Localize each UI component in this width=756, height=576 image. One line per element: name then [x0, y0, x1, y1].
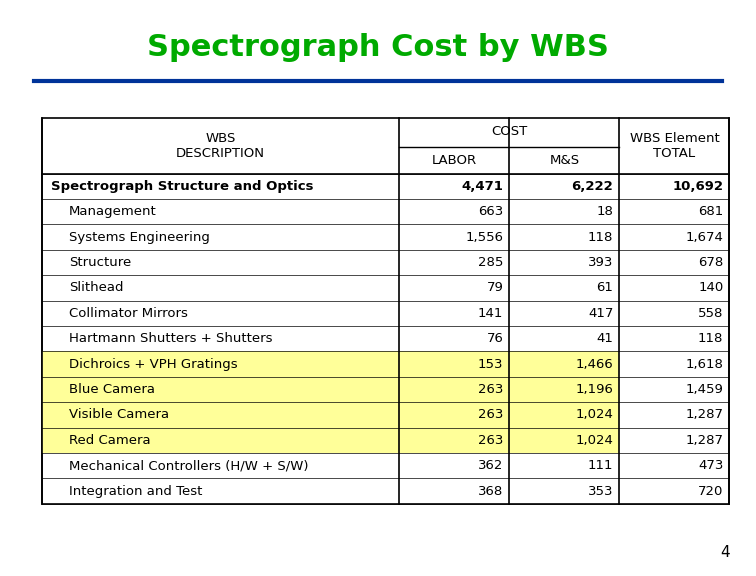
Text: 4: 4 — [720, 545, 730, 560]
Text: Dichroics + VPH Gratings: Dichroics + VPH Gratings — [70, 358, 238, 370]
Text: 6,222: 6,222 — [572, 180, 613, 193]
Text: Red Camera: Red Camera — [70, 434, 151, 447]
Bar — [42, 377, 619, 402]
Text: 417: 417 — [588, 307, 613, 320]
Text: Spectrograph Cost by WBS: Spectrograph Cost by WBS — [147, 33, 609, 62]
Text: 362: 362 — [478, 459, 503, 472]
Text: 1,674: 1,674 — [686, 230, 723, 244]
Text: 79: 79 — [486, 281, 503, 294]
Text: 1,024: 1,024 — [575, 434, 613, 447]
Text: 10,692: 10,692 — [672, 180, 723, 193]
Text: 1,196: 1,196 — [575, 383, 613, 396]
Text: 18: 18 — [596, 205, 613, 218]
Text: 1,618: 1,618 — [686, 358, 723, 370]
Text: 558: 558 — [698, 307, 723, 320]
Text: COST: COST — [491, 125, 528, 138]
Text: 4,471: 4,471 — [461, 180, 503, 193]
Text: Structure: Structure — [70, 256, 132, 269]
Text: LABOR: LABOR — [432, 154, 477, 167]
Text: 61: 61 — [596, 281, 613, 294]
Text: Slithead: Slithead — [70, 281, 124, 294]
Text: WBS
DESCRIPTION: WBS DESCRIPTION — [176, 132, 265, 160]
Text: Integration and Test: Integration and Test — [70, 484, 203, 498]
Text: Mechanical Controllers (H/W + S/W): Mechanical Controllers (H/W + S/W) — [70, 459, 308, 472]
Text: 140: 140 — [699, 281, 723, 294]
Text: Visible Camera: Visible Camera — [70, 408, 169, 421]
Text: Hartmann Shutters + Shutters: Hartmann Shutters + Shutters — [70, 332, 273, 345]
Text: 1,556: 1,556 — [465, 230, 503, 244]
Text: 1,287: 1,287 — [686, 434, 723, 447]
Text: 720: 720 — [698, 484, 723, 498]
Text: 118: 118 — [698, 332, 723, 345]
Text: 263: 263 — [478, 408, 503, 421]
Text: 473: 473 — [698, 459, 723, 472]
Text: 1,459: 1,459 — [686, 383, 723, 396]
Text: 118: 118 — [588, 230, 613, 244]
Text: 141: 141 — [478, 307, 503, 320]
Text: 1,024: 1,024 — [575, 408, 613, 421]
Text: 1,287: 1,287 — [686, 408, 723, 421]
Text: 1,466: 1,466 — [575, 358, 613, 370]
Text: Blue Camera: Blue Camera — [70, 383, 155, 396]
Text: 353: 353 — [588, 484, 613, 498]
Text: 111: 111 — [588, 459, 613, 472]
Text: 153: 153 — [478, 358, 503, 370]
Bar — [42, 427, 619, 453]
Text: 393: 393 — [588, 256, 613, 269]
Text: 678: 678 — [699, 256, 723, 269]
Bar — [42, 402, 619, 427]
Text: Systems Engineering: Systems Engineering — [70, 230, 210, 244]
Text: 76: 76 — [486, 332, 503, 345]
Text: 263: 263 — [478, 383, 503, 396]
Text: 681: 681 — [699, 205, 723, 218]
Text: Collimator Mirrors: Collimator Mirrors — [70, 307, 188, 320]
Bar — [42, 351, 619, 377]
Text: WBS Element
TOTAL: WBS Element TOTAL — [630, 132, 719, 160]
Text: 41: 41 — [596, 332, 613, 345]
Text: 285: 285 — [478, 256, 503, 269]
Text: Spectrograph Structure and Optics: Spectrograph Structure and Optics — [51, 180, 313, 193]
Text: 263: 263 — [478, 434, 503, 447]
Text: 663: 663 — [478, 205, 503, 218]
Text: Management: Management — [70, 205, 157, 218]
Text: 368: 368 — [478, 484, 503, 498]
Text: M&S: M&S — [550, 154, 579, 167]
